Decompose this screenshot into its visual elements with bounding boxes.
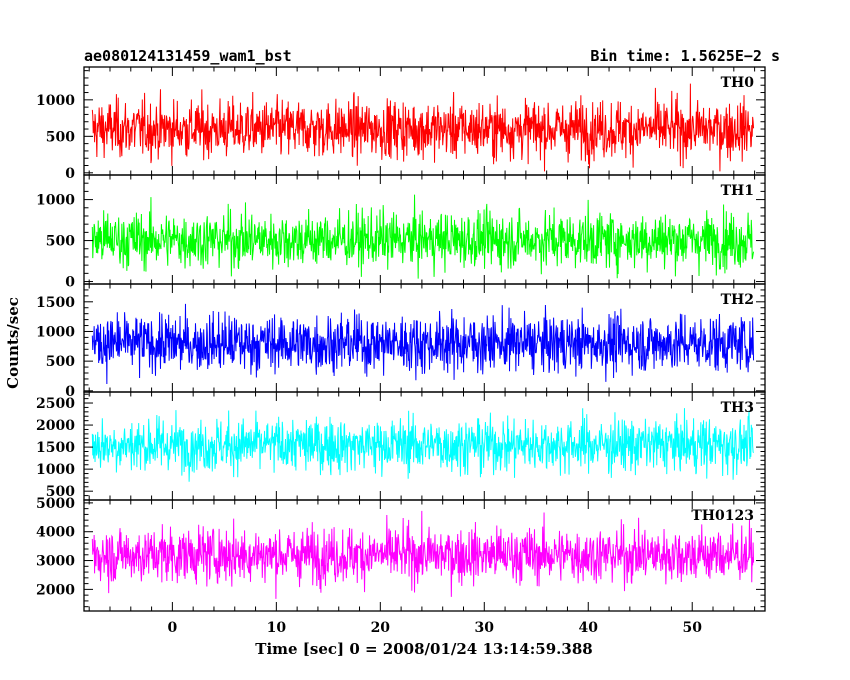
- panel-label-th3: TH3: [721, 400, 754, 416]
- x-tick-label: 40: [579, 620, 599, 636]
- y-tick-label: 4000: [36, 525, 75, 541]
- y-tick-label: 1000: [36, 193, 75, 209]
- panel-frame: [83, 499, 766, 612]
- y-axis-label: Counts/sec: [4, 297, 22, 389]
- panel-th2: 0 500 1000 1500 TH2: [36, 283, 766, 400]
- y-tick-label: 2000: [36, 418, 75, 434]
- y-tick-label: 500: [46, 129, 75, 145]
- x-tick-label: 0: [167, 620, 177, 636]
- panel-th3: 500 1000 1500 2000 2500 TH3: [36, 391, 766, 501]
- panel-th0: 0 500 1000 TH0: [36, 66, 766, 182]
- y-tick-label: 5000: [36, 496, 75, 512]
- panel-th0123: 2000 3000 4000 5000 TH0123: [36, 496, 766, 612]
- panel-label-th0: TH0: [721, 75, 755, 91]
- y-tick-label: 1500: [36, 295, 75, 311]
- series-line-th1: [91, 194, 755, 279]
- y-tick-label: 0: [65, 384, 75, 400]
- y-tick-label: 1500: [36, 440, 75, 456]
- y-tick-label: 1000: [36, 462, 75, 478]
- y-tick-label: 500: [46, 354, 75, 370]
- y-tick-label: 2000: [36, 582, 75, 598]
- y-tick-label: 500: [46, 484, 75, 500]
- y-tick-label: 0: [65, 166, 75, 182]
- y-tick-label: 500: [46, 234, 75, 250]
- y-tick-label: 2500: [36, 396, 75, 412]
- series-line-th3: [91, 408, 754, 482]
- x-tick-label: 20: [371, 620, 391, 636]
- figure-title: ae080124131459_wam1_bst: [84, 47, 292, 65]
- y-tick-label: 1000: [36, 93, 75, 109]
- panel-th1: 0 500 1000 TH1: [36, 174, 766, 291]
- panel-label-th0123: TH0123: [691, 508, 754, 524]
- panel-label-th1: TH1: [721, 183, 754, 199]
- bin-time-label: Bin time: 1.5625E−2 s: [590, 47, 780, 65]
- x-tick-label: 50: [682, 620, 702, 636]
- y-tick-label: 3000: [36, 554, 75, 570]
- series-line-th0123: [91, 510, 755, 599]
- y-tick-label: 1000: [36, 324, 75, 340]
- x-tick-label: 30: [475, 620, 495, 636]
- series-line-th0: [91, 83, 755, 172]
- x-axis-label: Time [sec] 0 = 2008/01/24 13:14:59.388: [255, 640, 592, 658]
- series-line-th2: [91, 303, 755, 384]
- panel-label-th2: TH2: [721, 292, 754, 308]
- x-tick-label: 10: [267, 620, 287, 636]
- y-tick-label: 0: [65, 275, 75, 291]
